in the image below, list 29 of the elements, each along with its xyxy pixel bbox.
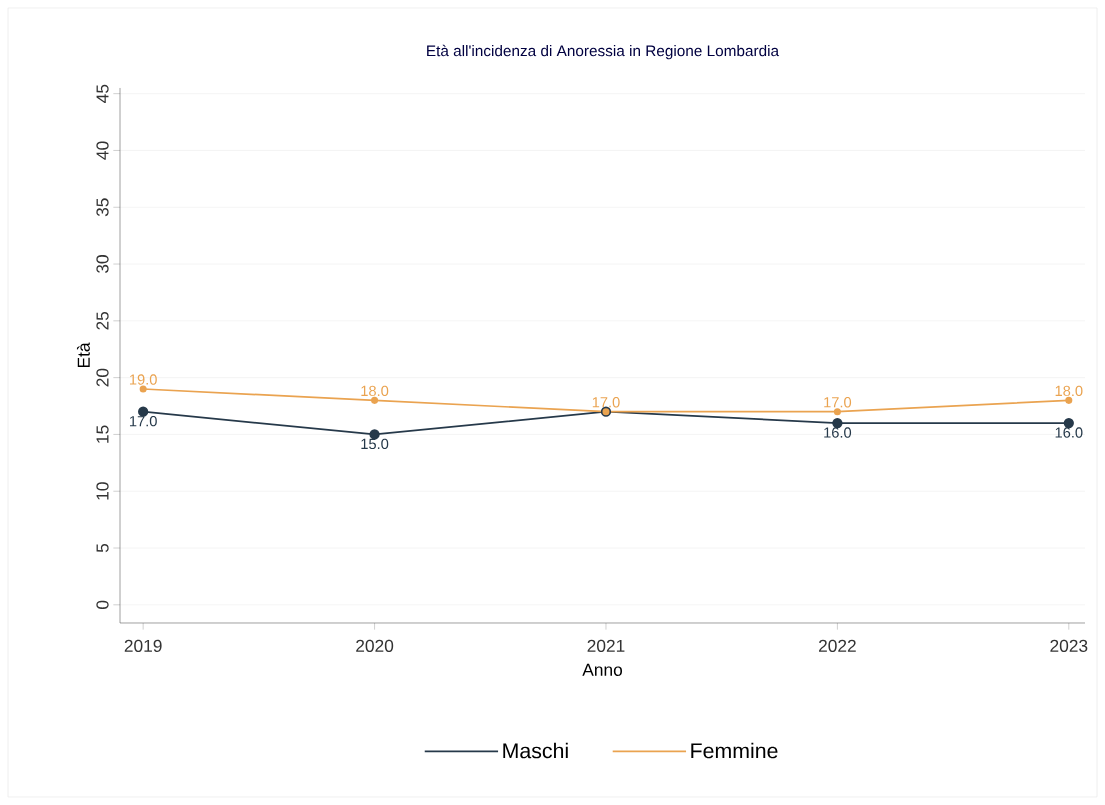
y-tick-label: 35 [96,198,109,217]
data-label: 18.0 [1055,385,1083,397]
data-label: 18.0 [361,385,389,397]
y-tick-label: 30 [96,255,109,274]
y-tick-label: 45 [96,84,109,103]
data-label: 17.0 [129,415,157,427]
y-tick-label: 40 [96,141,109,160]
x-tick-label: 2023 [1050,639,1088,652]
x-tick-label: 2020 [356,639,394,652]
x-tick-label: 2021 [587,639,625,652]
y-tick-label: 15 [96,425,109,443]
y-tick-label: 5 [96,543,109,553]
data-label: 19.0 [129,374,157,385]
data-label: 15.0 [361,438,389,450]
y-tick-label: 25 [96,311,109,330]
chart-title: Età all'incidenza di Anoressia in Regione Lombardia [427,44,780,60]
data-label: 17.0 [592,397,620,408]
y-tick-label: 10 [96,482,109,500]
data-label: 16.0 [1055,427,1083,438]
y-tick-label: 20 [96,368,109,387]
x-tick-label: 2019 [124,639,162,652]
data-label: 16.0 [824,427,852,438]
x-tick-label: 2022 [818,639,856,652]
data-label: 17.0 [824,397,852,408]
y-axis-title: Età [76,342,90,368]
y-tick-label: 0 [96,600,109,609]
legend-label: Femmine [691,742,778,759]
x-axis-title: Anno [582,663,623,676]
legend-label: Maschi [503,742,568,759]
